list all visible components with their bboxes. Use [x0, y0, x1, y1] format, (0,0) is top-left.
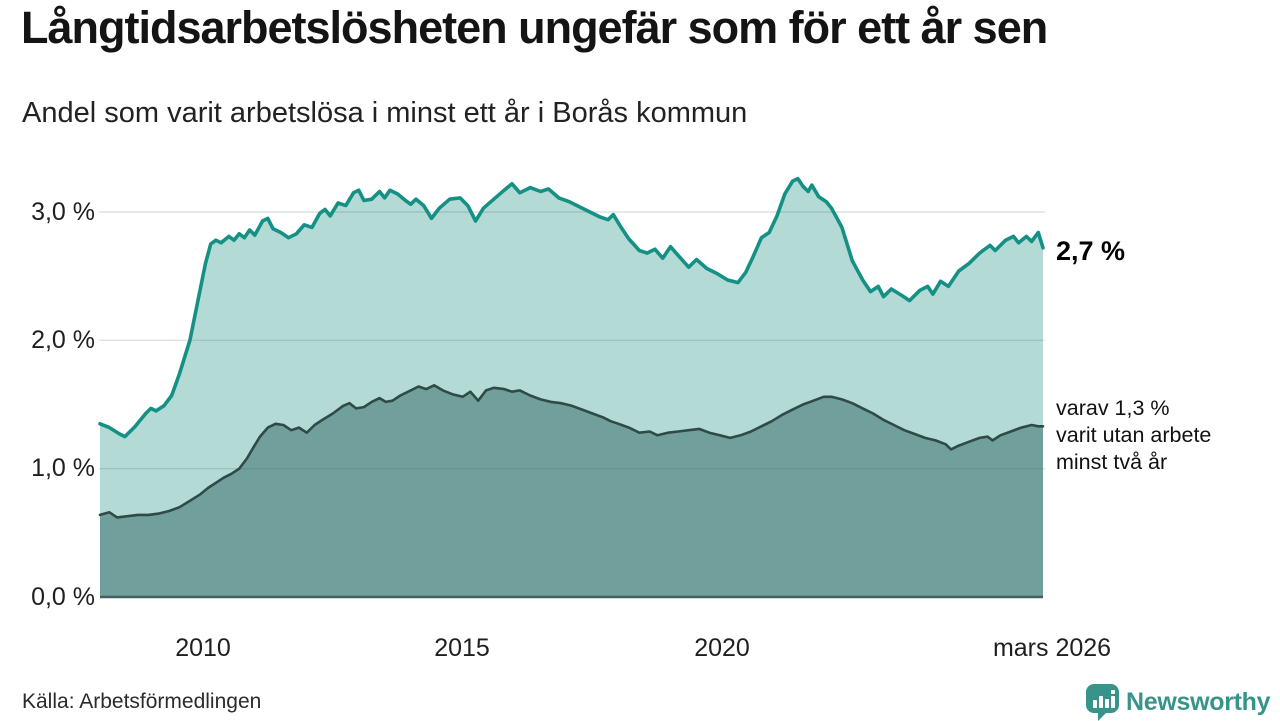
source-note: Källa: Arbetsförmedlingen [22, 690, 262, 713]
y-axis-tick-1: 1,0 % [31, 454, 95, 482]
end-value-sublabel-line3: minst två år [1056, 450, 1168, 474]
end-value-sublabel-line2: varit utan arbete [1056, 423, 1212, 447]
x-axis-tick-2015: 2015 [434, 634, 490, 662]
end-value-sublabel-line1: varav 1,3 % [1056, 396, 1170, 420]
newsworthy-logo: Newsworthy [1086, 683, 1271, 721]
x-axis-tick-mars-2026: mars 2026 [992, 634, 1112, 662]
line-two-years [98, 384, 1045, 519]
newsworthy-logo-text: Newsworthy [1126, 687, 1271, 716]
x-axis-tick-2020: 2020 [694, 634, 750, 662]
page-title: Långtidsarbetslösheten ungefär som för e… [21, 2, 1048, 53]
x-axis-tick-2010: 2010 [175, 634, 231, 662]
y-axis-tick-0: 0,0 % [31, 583, 95, 611]
end-value-sublabel: varav 1,3 % varit utan arbete minst två … [1056, 395, 1211, 476]
y-axis-tick-2: 2,0 % [31, 326, 95, 354]
line-one-year [98, 176, 1045, 439]
end-value-label: 2,7 % [1056, 236, 1126, 266]
page-subtitle: Andel som varit arbetslösa i minst ett å… [22, 97, 748, 129]
area-two-years [100, 385, 1043, 597]
newsworthy-logo-icon [1086, 683, 1119, 721]
y-axis-tick-3: 3,0 % [31, 198, 95, 226]
